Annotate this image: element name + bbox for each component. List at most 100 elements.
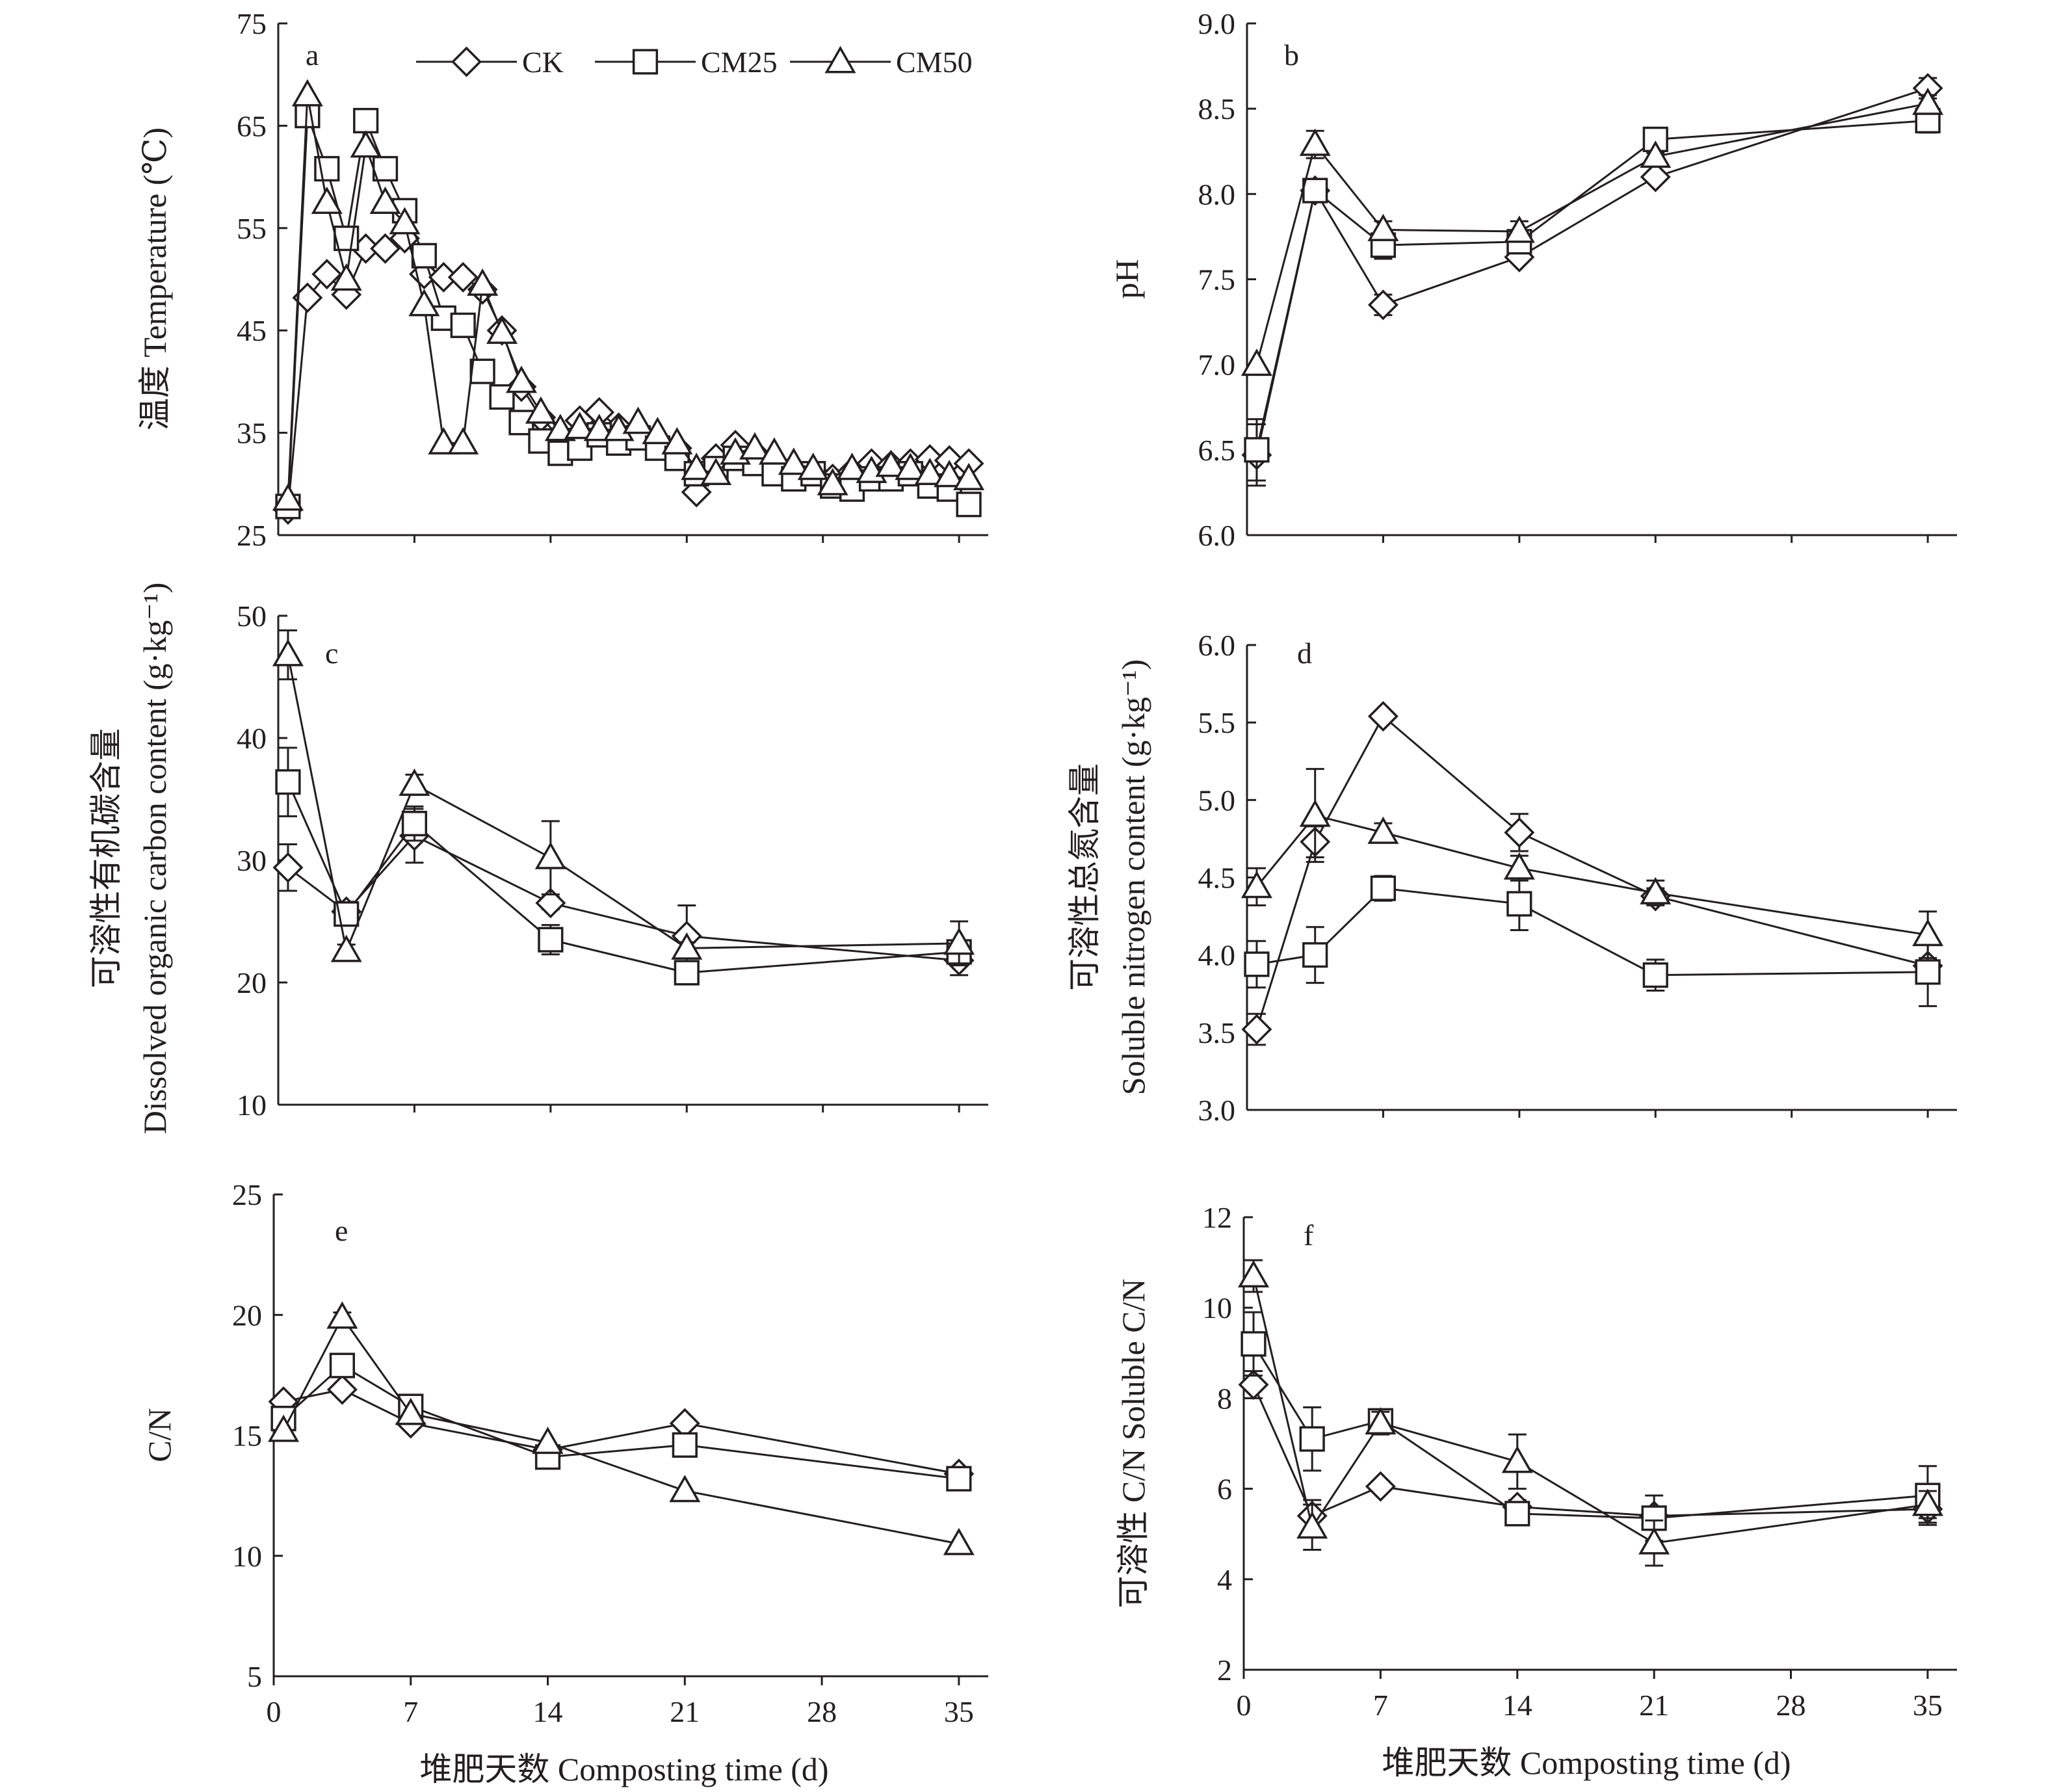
data-point-cm50 bbox=[447, 427, 479, 455]
y-tick-label: 6.0 bbox=[1198, 519, 1236, 552]
x-tick-label: 28 bbox=[1776, 1689, 1806, 1722]
series-line-ck bbox=[1252, 1384, 1928, 1518]
data-point-cm50 bbox=[583, 414, 615, 441]
y-tick-label: 45 bbox=[237, 314, 267, 347]
y-axis-title: 可溶性有机碳含量 bbox=[88, 728, 124, 988]
data-point-cm50 bbox=[399, 768, 430, 796]
series-line-cm50 bbox=[287, 654, 960, 955]
x-tick-label: 21 bbox=[670, 1695, 700, 1728]
legend-marker-cm25 bbox=[632, 49, 659, 75]
series-line-ck bbox=[1255, 87, 1928, 456]
series-cm25 bbox=[275, 746, 972, 986]
series-line-cm50 bbox=[282, 1315, 960, 1545]
y-tick-label: 8 bbox=[1217, 1382, 1232, 1415]
data-point-cm25 bbox=[450, 312, 476, 338]
series-line-ck bbox=[287, 834, 960, 962]
data-point-cm25 bbox=[946, 1466, 972, 1492]
data-point-cm50 bbox=[875, 449, 907, 477]
legend-label-cm50: CM50 bbox=[896, 46, 973, 79]
y-tick-label: 7.0 bbox=[1198, 349, 1236, 382]
data-point-cm50 bbox=[914, 458, 946, 486]
series-line-cm25 bbox=[287, 782, 960, 974]
data-point-cm25 bbox=[1302, 178, 1328, 204]
data-point-cm50 bbox=[428, 427, 460, 455]
y-tick-label: 12 bbox=[1202, 1201, 1232, 1234]
data-point-cm50 bbox=[389, 207, 421, 235]
data-point-cm25 bbox=[353, 107, 379, 134]
legend-marker-ck bbox=[451, 46, 482, 77]
data-point-cm50 bbox=[943, 1527, 975, 1555]
data-point-cm25 bbox=[1504, 1501, 1530, 1527]
data-point-cm50 bbox=[1367, 816, 1399, 844]
series-ck bbox=[1241, 701, 1943, 1046]
data-point-cm25 bbox=[411, 243, 437, 269]
panel-f: 2 4 6 8 10 12 0 7 14 21 28 35 f 可溶性 C/N Soluble C/N bbox=[1115, 1201, 1957, 1722]
series-line-cm50 bbox=[1255, 814, 1928, 936]
data-point-cm50 bbox=[1299, 128, 1331, 156]
data-point-cm50 bbox=[1503, 215, 1535, 243]
data-point-cm50 bbox=[1241, 349, 1272, 376]
y-tick-label: 25 bbox=[232, 1178, 262, 1211]
data-point-cm25 bbox=[674, 960, 700, 986]
y-axis-title: C/N bbox=[141, 1408, 177, 1462]
data-point-cm50 bbox=[272, 483, 304, 511]
data-point-cm50 bbox=[1912, 87, 1944, 115]
y-tick-label: 65 bbox=[237, 109, 267, 142]
series-line-cm50 bbox=[1255, 102, 1928, 365]
panel-d: 3.0 3.5 4.0 4.5 5.0 5.5 6.0 d 可溶性总氮含量 Soluble nit… bbox=[1066, 629, 1957, 1127]
series-ck bbox=[268, 1374, 975, 1490]
data-point-cm50 bbox=[681, 453, 713, 481]
y-axis-title: Soluble nitrogen content (g·kg⁻¹) bbox=[1115, 659, 1151, 1095]
series-ck bbox=[272, 808, 975, 977]
data-point-cm50 bbox=[350, 130, 382, 158]
data-point-cm50 bbox=[934, 460, 965, 488]
series-line-cm25 bbox=[1252, 1343, 1928, 1520]
data-point-cm50 bbox=[671, 932, 703, 960]
data-point-cm25 bbox=[1299, 1426, 1325, 1452]
data-point-ck bbox=[1367, 701, 1398, 732]
y-tick-label: 7.5 bbox=[1198, 263, 1236, 296]
data-point-cm25 bbox=[538, 927, 564, 953]
data-point-cm50 bbox=[564, 412, 596, 440]
data-point-cm50 bbox=[758, 437, 790, 465]
legend-label-ck: CK bbox=[522, 46, 564, 79]
y-tick-label: 3.0 bbox=[1198, 1094, 1236, 1127]
data-point-cm50 bbox=[272, 639, 304, 666]
data-point-cm50 bbox=[525, 396, 557, 424]
legend-label-cm25: CM25 bbox=[701, 46, 778, 79]
panel-letter: f bbox=[1304, 1219, 1314, 1252]
data-point-cm50 bbox=[817, 468, 848, 495]
data-point-cm50 bbox=[1503, 852, 1535, 880]
legend-marker-cm50 bbox=[824, 46, 856, 73]
x-tick-label: 7 bbox=[1373, 1689, 1388, 1722]
data-point-cm25 bbox=[956, 492, 982, 518]
y-tick-label: 8.5 bbox=[1198, 92, 1236, 125]
x-axis-title-left: 堆肥天数 Composting time (d) bbox=[419, 1751, 828, 1787]
y-tick-label: 8.0 bbox=[1198, 178, 1236, 211]
data-point-cm50 bbox=[486, 316, 518, 344]
data-point-cm50 bbox=[1238, 1259, 1270, 1287]
x-tick-label: 0 bbox=[1237, 1689, 1252, 1722]
data-point-ck bbox=[1365, 1471, 1396, 1502]
y-tick-label: 4.5 bbox=[1198, 862, 1236, 895]
data-point-ck bbox=[1238, 1369, 1269, 1400]
series-line-ck bbox=[283, 1388, 960, 1475]
y-tick-label: 30 bbox=[237, 844, 267, 877]
series-cm50 bbox=[1238, 1259, 1943, 1567]
data-point-ck bbox=[272, 852, 304, 883]
series-ck bbox=[1238, 1369, 1943, 1533]
series-cm50 bbox=[1241, 768, 1944, 959]
series-cm25 bbox=[270, 1352, 972, 1492]
data-point-cm50 bbox=[505, 365, 537, 393]
series-line-cm25 bbox=[1255, 120, 1928, 451]
data-point-cm50 bbox=[326, 1301, 358, 1329]
series-line-ck bbox=[1255, 715, 1928, 1030]
data-point-cm50 bbox=[1241, 871, 1272, 899]
x-tick-label: 35 bbox=[1913, 1689, 1943, 1722]
y-tick-label: 4 bbox=[1217, 1563, 1232, 1596]
data-point-cm25 bbox=[401, 811, 428, 837]
data-point-cm50 bbox=[622, 406, 654, 434]
x-tick-label: 7 bbox=[403, 1695, 418, 1728]
y-axis-title: 温度 Temperature (℃) bbox=[137, 127, 173, 430]
